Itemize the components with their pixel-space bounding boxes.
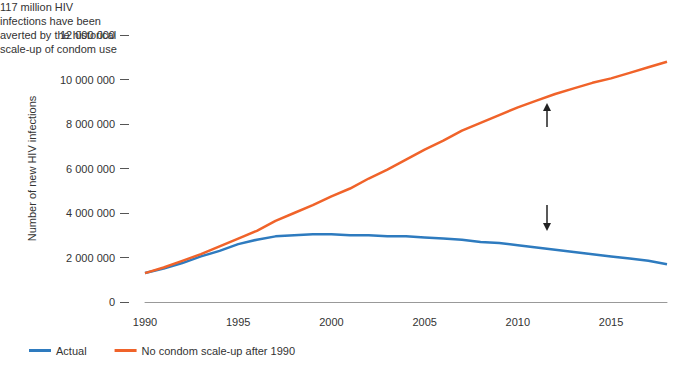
svg-text:2015: 2015 — [599, 316, 623, 328]
svg-text:2010: 2010 — [506, 316, 530, 328]
svg-text:117 million HIV: 117 million HIV — [0, 1, 74, 13]
svg-text:infections have been: infections have been — [0, 15, 101, 27]
svg-text:0: 0 — [109, 296, 115, 308]
svg-text:1990: 1990 — [133, 316, 157, 328]
svg-text:12 000 000: 12 000 000 — [60, 29, 115, 41]
svg-text:No condom scale-up after 1990: No condom scale-up after 1990 — [142, 345, 295, 357]
svg-text:10 000 000: 10 000 000 — [60, 74, 115, 86]
svg-text:1995: 1995 — [226, 316, 250, 328]
svg-text:2000: 2000 — [319, 316, 343, 328]
svg-text:8 000 000: 8 000 000 — [66, 118, 115, 130]
svg-text:Number of new HIV infections: Number of new HIV infections — [26, 95, 38, 241]
svg-text:2005: 2005 — [412, 316, 436, 328]
svg-text:Actual: Actual — [56, 345, 87, 357]
svg-text:4 000 000: 4 000 000 — [66, 207, 115, 219]
svg-text:6 000 000: 6 000 000 — [66, 163, 115, 175]
svg-text:averted by the historical: averted by the historical — [0, 29, 116, 41]
svg-text:scale-up of condom use: scale-up of condom use — [0, 43, 117, 55]
svg-text:2 000 000: 2 000 000 — [66, 252, 115, 264]
